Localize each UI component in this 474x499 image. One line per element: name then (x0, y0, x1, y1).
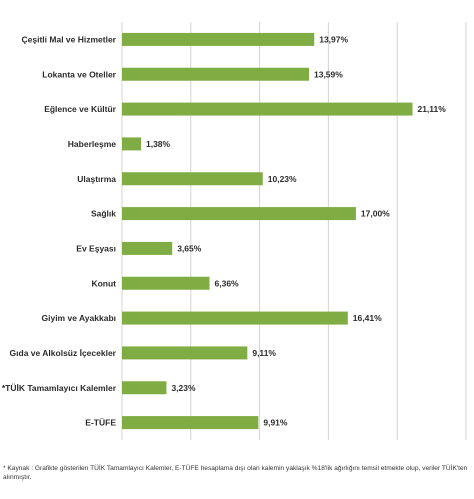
bar (122, 416, 259, 430)
bar (122, 137, 141, 151)
bar-chart: Çeşitli Mal ve Hizmetler 13,97% Lokanta ve… (2, 22, 467, 440)
category-label: Ev Eşyası (76, 243, 116, 253)
bar (122, 32, 315, 46)
data-label: 9,91% (263, 418, 288, 428)
bar (122, 207, 356, 221)
source-footnote: * Kaynak : Grafikte gösterilen TÜİK Tama… (3, 465, 468, 481)
category-label: Lokanta ve Oteller (42, 69, 116, 79)
data-label: 9,11% (252, 348, 276, 358)
data-label: 13,59% (314, 69, 343, 79)
labels: Çeşitli Mal ve Hizmetler 13,97% Lokanta ve… (2, 34, 446, 427)
bars (122, 32, 413, 430)
category-label: Ulaştırma (77, 174, 116, 184)
data-label: 3,23% (171, 383, 196, 393)
bar (122, 311, 348, 325)
category-label: Gıda ve Alkolsüz İçecekler (10, 348, 117, 358)
data-label: 16,41% (353, 313, 382, 323)
category-label: Haberleşme (68, 139, 116, 149)
grid-lines (121, 22, 467, 440)
category-label: Çeşitli Mal ve Hizmetler (22, 34, 117, 44)
data-label: 17,00% (361, 209, 390, 219)
category-label: E-TÜFE (85, 418, 116, 428)
bar (122, 381, 167, 395)
data-label: 21,11% (417, 104, 446, 114)
category-label: Konut (91, 278, 116, 288)
data-label: 1,38% (146, 139, 171, 149)
data-label: 3,65% (177, 243, 202, 253)
bar (122, 241, 173, 255)
data-label: 10,23% (268, 174, 297, 184)
bar (122, 172, 263, 186)
category-label: Sağlık (91, 209, 116, 219)
data-label: 6,36% (215, 278, 240, 288)
category-label: Eğlence ve Kültür (44, 104, 116, 114)
category-label: Giyim ve Ayakkabı (42, 313, 117, 323)
bar (122, 346, 248, 360)
bar (122, 276, 210, 290)
bar (122, 102, 413, 116)
category-label: *TÜİK Tamamlayıcı Kalemler (2, 383, 117, 393)
bar (122, 67, 309, 81)
chart-canvas: Çeşitli Mal ve Hizmetler 13,97% Lokanta ve… (2, 22, 467, 440)
data-label: 13,97% (319, 34, 348, 44)
